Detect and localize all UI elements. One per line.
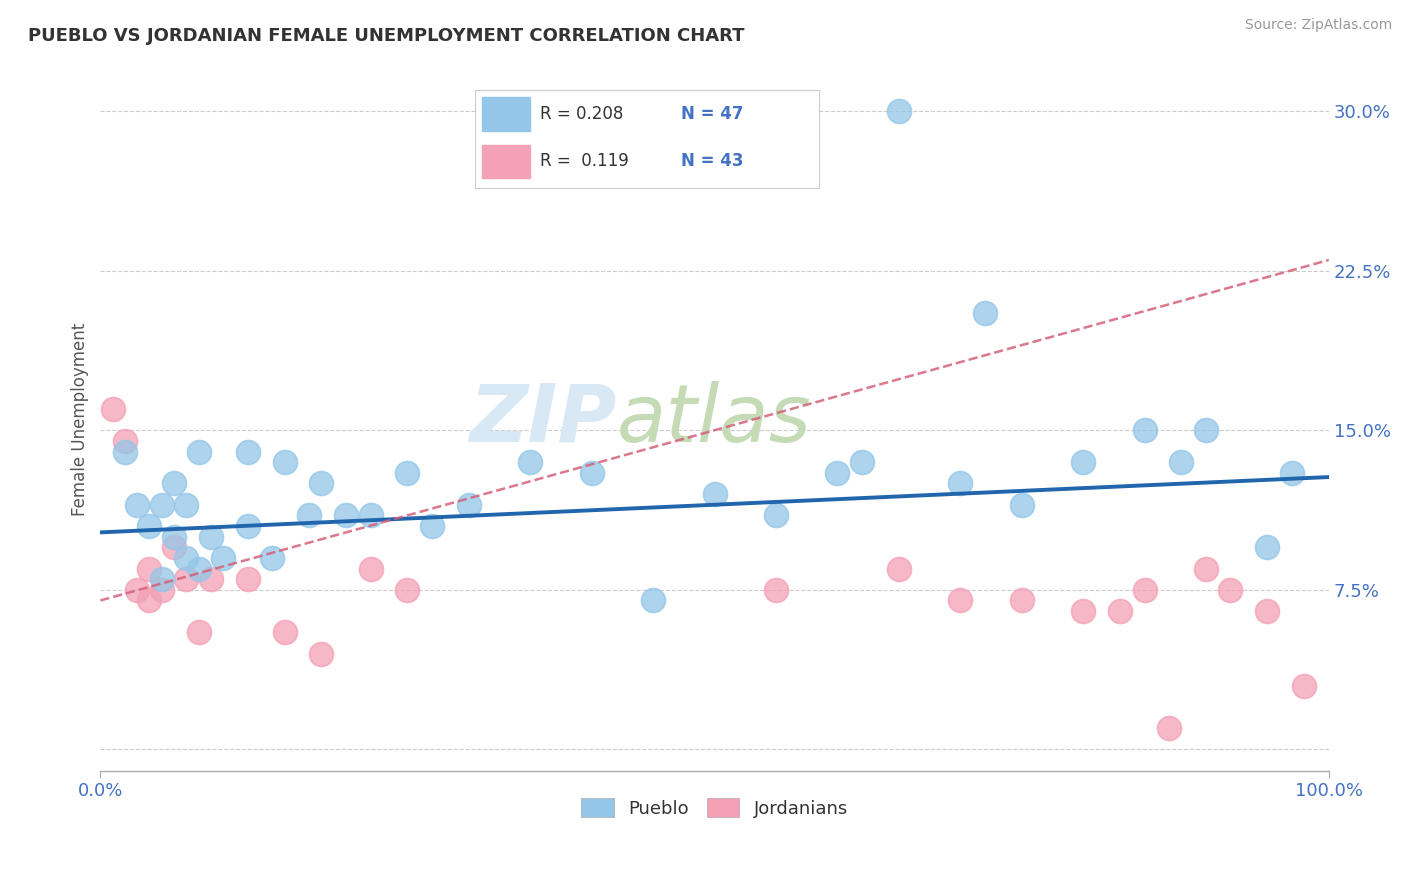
- Jordanians: [360, 561, 382, 575]
- Pueblo: [311, 476, 333, 491]
- Jordanians: [127, 582, 149, 597]
- Jordanians: [163, 541, 186, 555]
- Pueblo: [1011, 498, 1033, 512]
- Jordanians: [273, 625, 295, 640]
- Jordanians: [1133, 582, 1156, 597]
- Pueblo: [335, 508, 357, 523]
- Jordanians: [1195, 561, 1218, 575]
- Pueblo: [396, 466, 419, 480]
- Pueblo: [1256, 541, 1278, 555]
- Pueblo: [703, 487, 725, 501]
- Pueblo: [1195, 423, 1218, 437]
- Pueblo: [150, 572, 173, 586]
- Jordanians: [1011, 593, 1033, 607]
- Pueblo: [236, 519, 259, 533]
- Pueblo: [273, 455, 295, 469]
- Pueblo: [114, 444, 136, 458]
- Jordanians: [1109, 604, 1132, 618]
- Jordanians: [1256, 604, 1278, 618]
- Jordanians: [949, 593, 972, 607]
- Pueblo: [581, 466, 603, 480]
- Pueblo: [643, 593, 665, 607]
- Pueblo: [457, 498, 479, 512]
- Jordanians: [236, 572, 259, 586]
- Pueblo: [200, 530, 222, 544]
- Pueblo: [138, 519, 160, 533]
- Pueblo: [973, 306, 995, 320]
- Jordanians: [150, 582, 173, 597]
- Pueblo: [420, 519, 443, 533]
- Text: atlas: atlas: [616, 381, 811, 458]
- Jordanians: [138, 561, 160, 575]
- Pueblo: [187, 561, 209, 575]
- Jordanians: [138, 593, 160, 607]
- Pueblo: [1133, 423, 1156, 437]
- Pueblo: [1170, 455, 1192, 469]
- Jordanians: [176, 572, 198, 586]
- Y-axis label: Female Unemployment: Female Unemployment: [72, 323, 89, 516]
- Pueblo: [519, 455, 541, 469]
- Pueblo: [827, 466, 849, 480]
- Pueblo: [150, 498, 173, 512]
- Pueblo: [298, 508, 321, 523]
- Legend: Pueblo, Jordanians: Pueblo, Jordanians: [574, 791, 855, 825]
- Jordanians: [1294, 679, 1316, 693]
- Pueblo: [262, 550, 284, 565]
- Jordanians: [1219, 582, 1241, 597]
- Pueblo: [176, 498, 198, 512]
- Text: ZIP: ZIP: [470, 381, 616, 458]
- Jordanians: [765, 582, 787, 597]
- Text: Source: ZipAtlas.com: Source: ZipAtlas.com: [1244, 18, 1392, 32]
- Pueblo: [360, 508, 382, 523]
- Pueblo: [765, 508, 787, 523]
- Text: PUEBLO VS JORDANIAN FEMALE UNEMPLOYMENT CORRELATION CHART: PUEBLO VS JORDANIAN FEMALE UNEMPLOYMENT …: [28, 27, 745, 45]
- Pueblo: [127, 498, 149, 512]
- Jordanians: [311, 647, 333, 661]
- Pueblo: [187, 444, 209, 458]
- Jordanians: [114, 434, 136, 448]
- Jordanians: [101, 401, 124, 416]
- Jordanians: [1157, 721, 1180, 735]
- Pueblo: [163, 476, 186, 491]
- Jordanians: [187, 625, 209, 640]
- Jordanians: [396, 582, 419, 597]
- Pueblo: [1281, 466, 1303, 480]
- Pueblo: [212, 550, 235, 565]
- Pueblo: [887, 104, 910, 119]
- Jordanians: [887, 561, 910, 575]
- Jordanians: [200, 572, 222, 586]
- Pueblo: [176, 550, 198, 565]
- Jordanians: [1071, 604, 1094, 618]
- Pueblo: [1071, 455, 1094, 469]
- Pueblo: [236, 444, 259, 458]
- Pueblo: [163, 530, 186, 544]
- Pueblo: [851, 455, 873, 469]
- Pueblo: [949, 476, 972, 491]
